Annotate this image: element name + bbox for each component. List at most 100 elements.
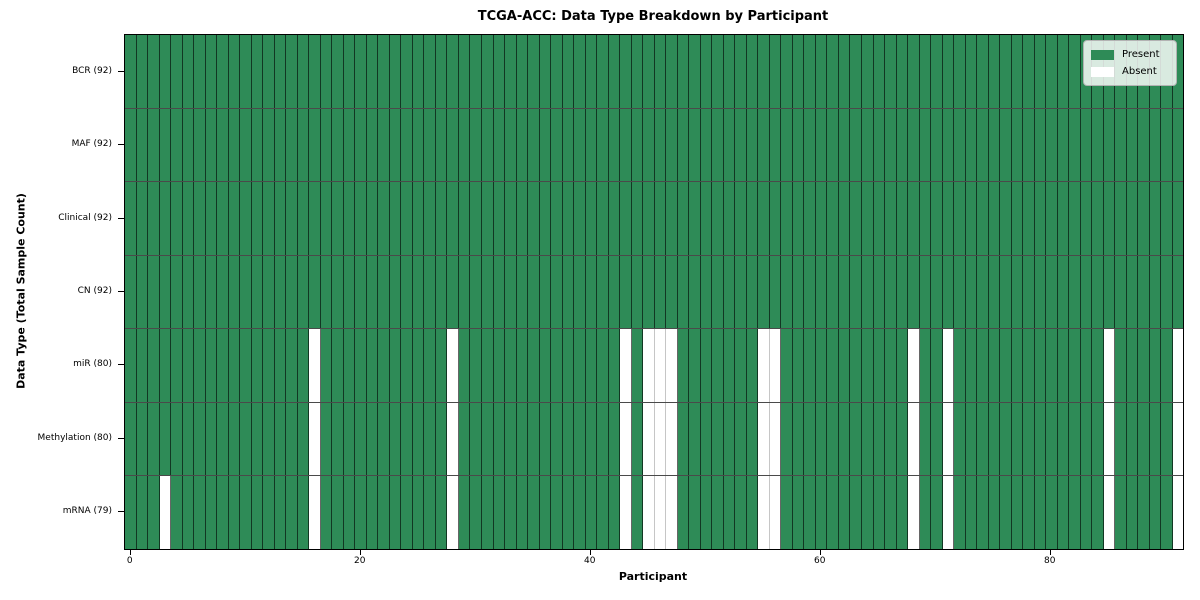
heatmap-cell-maf-p8 [217, 108, 229, 182]
heatmap-cell-mir-p24 [401, 329, 413, 402]
heatmap-cell-cn-p2 [148, 255, 160, 329]
heatmap-cell-mir-p85 [1103, 329, 1116, 402]
heatmap-cell-clinical-p24 [401, 182, 413, 255]
heatmap-row-methylation [125, 402, 1184, 477]
heatmap-cell-methylation-p71 [942, 402, 955, 476]
heatmap-cell-mrna-p62 [838, 476, 851, 550]
heatmap-cell-maf-p43 [620, 108, 632, 182]
heatmap-cell-maf-p59 [804, 108, 816, 182]
heatmap-cell-mrna-p10 [240, 476, 252, 550]
heatmap-cell-cn-p14 [286, 255, 298, 329]
heatmap-cell-bcr-p65 [873, 35, 886, 108]
heatmap-cell-methylation-p26 [424, 402, 436, 476]
heatmap-cell-maf-p41 [597, 108, 609, 182]
heatmap-cell-methylation-p46 [654, 402, 667, 476]
heatmap-row-maf [125, 108, 1184, 183]
heatmap-cell-clinical-p62 [838, 182, 851, 255]
heatmap-cell-mrna-p24 [401, 476, 413, 550]
heatmap-cell-mir-p87 [1126, 329, 1139, 402]
heatmap-cell-cn-p78 [1023, 255, 1035, 329]
heatmap-cell-mrna-p38 [562, 476, 575, 550]
heatmap-cell-methylation-p69 [919, 402, 932, 476]
heatmap-cell-maf-p56 [769, 108, 782, 182]
heatmap-cell-mir-p21 [366, 329, 379, 402]
heatmap-cell-methylation-p50 [700, 402, 713, 476]
heatmap-cell-mir-p43 [620, 329, 632, 402]
heatmap-cell-clinical-p25 [412, 182, 425, 255]
heatmap-cell-cn-p3 [159, 255, 172, 329]
heatmap-cell-maf-p61 [827, 108, 839, 182]
heatmap-cell-clinical-p20 [355, 182, 367, 255]
heatmap-cell-mir-p4 [171, 329, 183, 402]
heatmap-cell-clinical-p63 [850, 182, 862, 255]
heatmap-cell-mir-p39 [574, 329, 586, 402]
heatmap-cell-methylation-p64 [862, 402, 874, 476]
heatmap-cell-bcr-p64 [862, 35, 874, 108]
heatmap-cell-mrna-p31 [481, 476, 494, 550]
heatmap-cell-bcr-p6 [194, 35, 206, 108]
heatmap-cell-cn-p5 [182, 255, 195, 329]
heatmap-cell-maf-p60 [815, 108, 828, 182]
heatmap-cell-mir-p13 [274, 329, 287, 402]
heatmap-cell-mir-p50 [700, 329, 713, 402]
heatmap-cell-bcr-p3 [159, 35, 172, 108]
heatmap-cell-bcr-p74 [977, 35, 989, 108]
heatmap-cell-mrna-p83 [1080, 476, 1093, 550]
heatmap-cell-clinical-p82 [1069, 182, 1081, 255]
heatmap-cell-mrna-p43 [620, 476, 632, 550]
heatmap-cell-mrna-p58 [792, 476, 805, 550]
heatmap-cell-mrna-p37 [551, 476, 563, 550]
heatmap-row-mrna [125, 476, 1184, 550]
heatmap-cell-maf-p16 [309, 108, 321, 182]
heatmap-cell-cn-p41 [597, 255, 609, 329]
heatmap-cell-mrna-p30 [470, 476, 482, 550]
heatmap-cell-cn-p69 [919, 255, 932, 329]
heatmap-cell-mrna-p68 [908, 476, 920, 550]
heatmap-cell-maf-p10 [240, 108, 252, 182]
heatmap-cell-bcr-p9 [228, 35, 241, 108]
heatmap-cell-mrna-p14 [286, 476, 298, 550]
heatmap-cell-bcr-p71 [942, 35, 955, 108]
heatmap-cell-methylation-p20 [355, 402, 367, 476]
heatmap-cell-methylation-p27 [435, 402, 448, 476]
heatmap-cell-clinical-p88 [1138, 182, 1150, 255]
heatmap-cell-cn-p33 [505, 255, 517, 329]
heatmap-cell-mir-p86 [1115, 329, 1127, 402]
heatmap-cell-clinical-p80 [1046, 182, 1058, 255]
heatmap-cell-maf-p81 [1057, 108, 1070, 182]
heatmap-cell-clinical-p40 [585, 182, 598, 255]
heatmap-cell-cn-p36 [539, 255, 552, 329]
heatmap-cell-mrna-p64 [862, 476, 874, 550]
heatmap-cell-cn-p60 [815, 255, 828, 329]
heatmap-cell-mrna-p66 [885, 476, 897, 550]
heatmap-cell-bcr-p77 [1011, 35, 1024, 108]
heatmap-cell-cn-p10 [240, 255, 252, 329]
heatmap-cell-bcr-p38 [562, 35, 575, 108]
heatmap-cell-mir-p32 [493, 329, 506, 402]
heatmap-cell-methylation-p52 [723, 402, 736, 476]
heatmap-cell-mrna-p29 [458, 476, 471, 550]
heatmap-cell-clinical-p51 [712, 182, 724, 255]
heatmap-cell-methylation-p13 [274, 402, 287, 476]
heatmap-cell-clinical-p9 [228, 182, 241, 255]
heatmap-cell-cn-p13 [274, 255, 287, 329]
heatmap-cell-cn-p63 [850, 255, 862, 329]
heatmap-cell-bcr-p59 [804, 35, 816, 108]
heatmap-cell-clinical-p8 [217, 182, 229, 255]
heatmap-cell-cn-p81 [1057, 255, 1070, 329]
heatmap-cell-maf-p24 [401, 108, 413, 182]
heatmap-cell-clinical-p65 [873, 182, 886, 255]
heatmap-cell-bcr-p70 [931, 35, 943, 108]
y-tick-mark [118, 291, 124, 292]
heatmap-cell-cn-p28 [447, 255, 459, 329]
heatmap-cell-clinical-p72 [954, 182, 966, 255]
heatmap-cell-bcr-p32 [493, 35, 506, 108]
heatmap-cell-bcr-p69 [919, 35, 932, 108]
heatmap-cell-methylation-p7 [205, 402, 218, 476]
heatmap-cell-cn-p82 [1069, 255, 1081, 329]
heatmap-cell-cn-p15 [297, 255, 310, 329]
heatmap-cell-mrna-p50 [700, 476, 713, 550]
heatmap-cell-methylation-p41 [597, 402, 609, 476]
heatmap-cell-cn-p47 [666, 255, 678, 329]
heatmap-cell-mir-p47 [666, 329, 678, 402]
